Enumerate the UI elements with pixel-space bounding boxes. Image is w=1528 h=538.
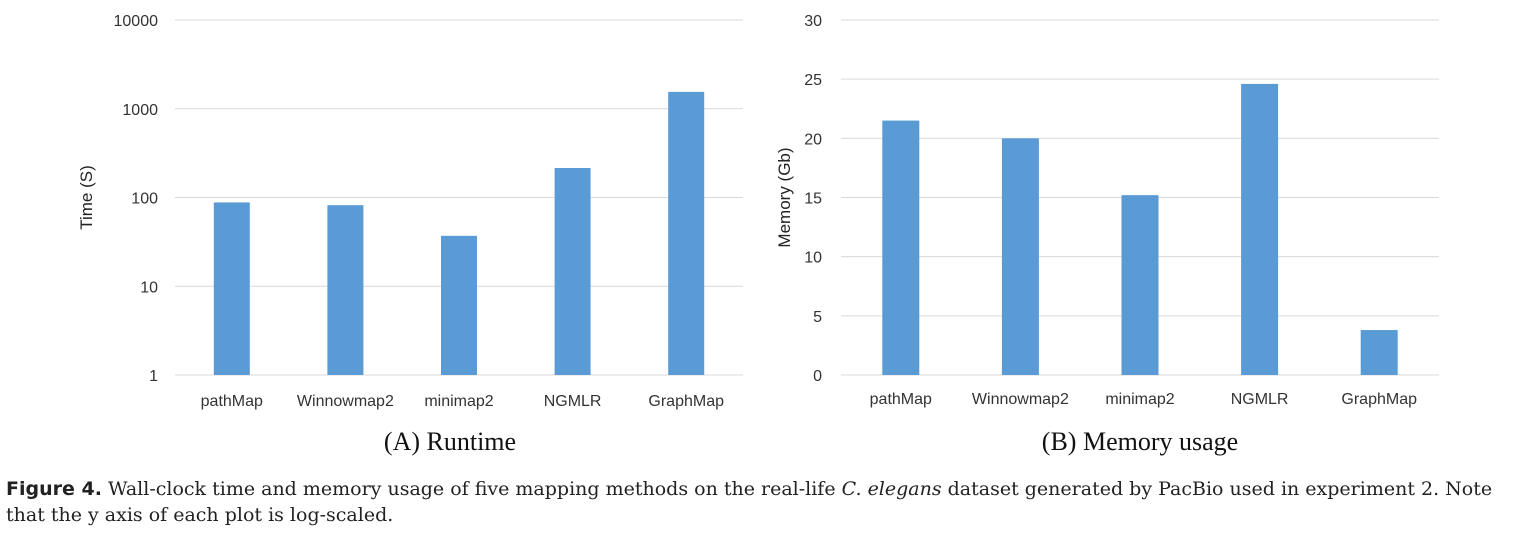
y-tick-label: 1000 [122,102,158,119]
bar-winnowmap2 [327,205,364,375]
x-tick-label: Winnowmap2 [972,391,1069,408]
bar-ngmlr [554,167,591,375]
x-tick-label: pathMap [870,391,932,408]
caption-text-2: dataset generated by PacBio used in expe… [6,478,1493,526]
caption-species: C. elegans [841,478,942,500]
y-axis-label: Memory (Gb) [775,147,794,247]
y-tick-label: 30 [804,13,822,30]
y-tick-label: 10 [804,250,822,267]
memory-chart: 0 5 10 15 20 25 30 pathMap Winnowmap2 minimap2 NGM… [760,0,1528,470]
y-tick-label: 0 [813,368,822,385]
x-tick-label: minimap2 [424,393,493,410]
x-tick-label: GraphMap [648,393,724,410]
y-tick-label: 15 [804,191,822,208]
x-tick-label: pathMap [201,393,263,410]
bar-minimap2 [441,235,477,375]
y-tick-label: 100 [131,191,158,208]
x-tick-label: NGMLR [544,393,602,410]
caption-text-1: Wall-clock time and memory usage of five… [101,478,842,500]
bar-pathmap [882,120,920,375]
x-tick-label: GraphMap [1341,391,1417,408]
runtime-chart-svg: 1 10 100 1000 10000 pathMap Winnowmap2 minimap2… [77,13,743,456]
y-tick-label: 25 [804,72,822,89]
y-tick-label: 10 [140,279,158,296]
caption-label: Figure 4. [6,478,102,500]
bar-minimap2 [1121,195,1159,375]
bar-winnowmap2 [1001,138,1039,375]
y-tick-label: 10000 [114,13,159,30]
panel-subtitle: (B) Memory usage [1042,427,1238,456]
y-tick-label: 20 [804,131,822,148]
panel-subtitle: (A) Runtime [384,427,516,456]
x-tick-label: NGMLR [1231,391,1289,408]
y-axis-label: Time (S) [77,165,96,230]
bar-graphmap [668,91,705,375]
x-tick-label: Winnowmap2 [297,393,394,410]
runtime-chart: 1 10 100 1000 10000 pathMap Winnowmap2 minimap2… [0,0,760,470]
y-tick-label: 5 [813,309,822,326]
bar-ngmlr [1241,83,1279,376]
bar-pathmap [213,202,250,375]
y-tick-label: 1 [149,368,158,385]
bar-graphmap [1360,330,1398,375]
figure-caption: Figure 4. Wall-clock time and memory usa… [6,476,1522,528]
memory-chart-svg: 0 5 10 15 20 25 30 pathMap Winnowmap2 minimap2 NGM… [775,13,1439,456]
x-tick-label: minimap2 [1105,391,1174,408]
